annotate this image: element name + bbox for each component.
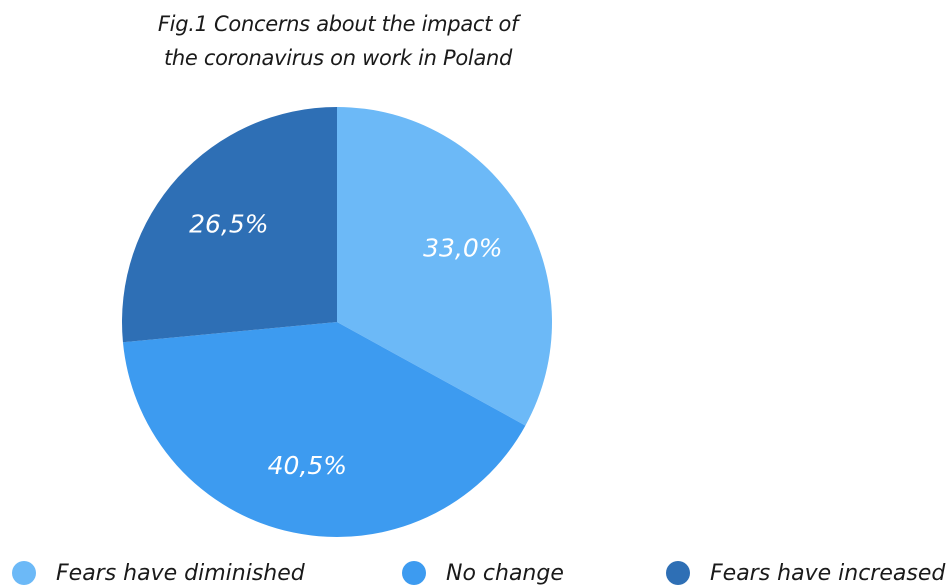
legend-item-diminished: Fears have diminished [12, 558, 305, 588]
pie-slice-diminished [337, 107, 552, 426]
chart-title-line-2: the coronavirus on work in Poland [163, 46, 513, 70]
legend-item-increased: Fears have increased [666, 558, 945, 588]
pie-chart: 33,0% 40,5% 26,5% [122, 107, 552, 537]
legend-label-no-change: No change [446, 560, 564, 586]
legend-swatch-no-change [402, 561, 426, 585]
pie-slice-no-change [122, 322, 526, 537]
slice-label-increased: 26,5% [189, 210, 268, 239]
slice-label-no-change: 40,5% [268, 451, 347, 480]
chart-title-line-1: Fig.1 Concerns about the impact of [157, 12, 519, 36]
legend: Fears have diminished No change Fears ha… [0, 558, 947, 588]
pie-slice-increased [122, 107, 337, 343]
legend-item-no-change: No change [402, 558, 564, 588]
slice-label-diminished: 33,0% [423, 234, 502, 263]
legend-swatch-increased [666, 561, 690, 585]
legend-label-increased: Fears have increased [710, 560, 946, 586]
legend-label-diminished: Fears have diminished [56, 560, 305, 586]
legend-swatch-diminished [12, 561, 36, 585]
